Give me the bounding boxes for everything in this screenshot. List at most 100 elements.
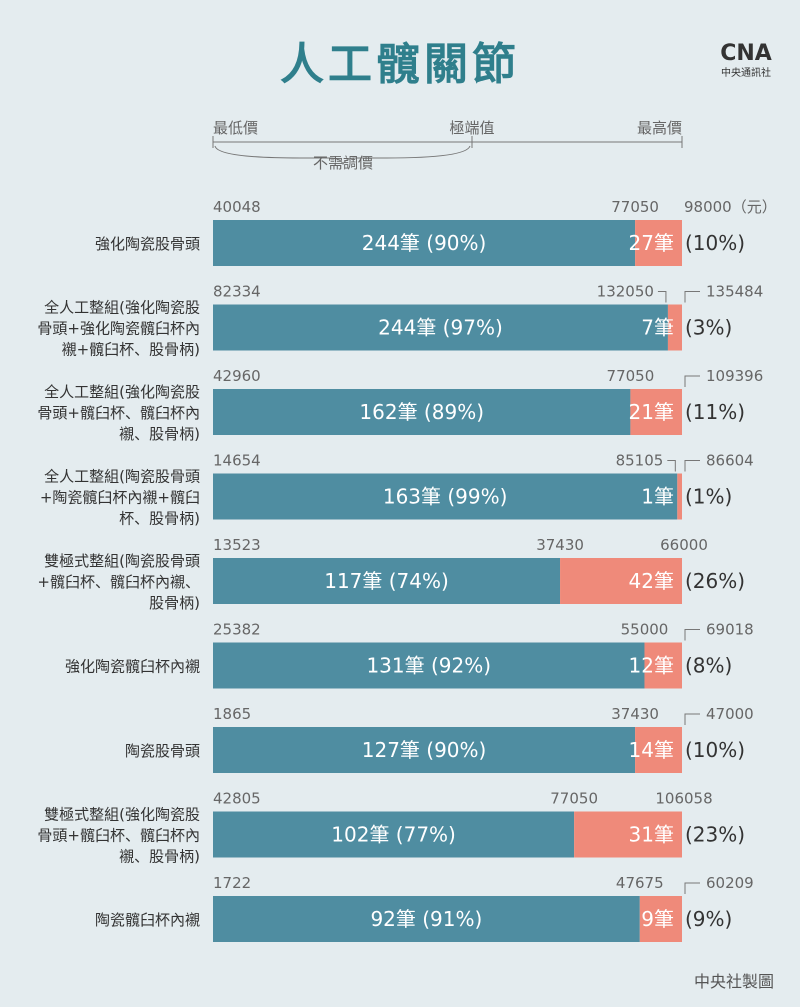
logo-text: 中央通訊社 [721,66,771,79]
bar-extreme [635,727,682,773]
price-max-pointer [684,460,700,472]
price-max: 69018 [706,621,754,639]
price-extreme-pointer [667,460,676,472]
credit: 中央社製圖 [693,972,774,991]
price-min: 1865 [213,705,251,723]
bar-extreme [677,473,682,520]
price-extreme: 85105 [616,452,664,470]
price-max-pointer [684,291,700,303]
bar-label-no-adjust: 131筆 (92%) [366,654,491,678]
bar-label-extreme: 1筆 [641,485,674,509]
category-label: 襯、股骨柄) [119,425,200,443]
bar-label-extreme: 7筆 [641,316,674,340]
category-label: 骨頭+髖臼杯、髖臼杯內 [37,404,200,422]
category-label: 全人工整組(陶瓷股骨頭 [44,468,200,486]
bar-label-no-adjust: 244筆 (90%) [362,231,487,255]
price-min: 13523 [213,536,261,554]
bar-label-extreme-pct: (23%) [685,823,745,847]
logo-mark: CNA [720,41,772,66]
category-label: 陶瓷股骨頭 [125,742,200,760]
price-max: 47000 [706,705,754,723]
category-label: 陶瓷髖臼杯內襯 [95,911,200,929]
category-label: 雙極式整組(強化陶瓷股 [44,806,200,824]
bar-label-no-adjust: 117筆 (74%) [324,569,449,593]
legend-brace [214,145,471,166]
bar-label-no-adjust: 162筆 (89%) [359,400,484,424]
price-extreme: 37430 [536,536,584,554]
bar-extreme [560,558,682,604]
category-label: +陶瓷髖臼杯內襯+髖臼 [40,489,200,507]
price-extreme: 77050 [611,198,659,216]
price-max: 109396 [706,367,763,385]
price-min: 40048 [213,198,261,216]
bar-label-extreme-pct: (9%) [685,907,732,931]
price-max-pointer [684,375,700,387]
price-max-pointer [684,629,700,641]
category-label: 襯、股骨柄) [119,848,200,866]
price-min: 42805 [213,790,261,808]
bar-extreme [635,220,682,266]
price-max-pointer [684,713,700,725]
bar-label-extreme-pct: (1%) [685,485,732,509]
bar-label-extreme: 21筆 [629,400,674,424]
category-label: 強化陶瓷髖臼杯內襯 [65,658,200,676]
bar-label-extreme-pct: (26%) [685,569,745,593]
price-extreme: 55000 [621,621,669,639]
price-max: 86604 [706,452,754,470]
price-max: 106058 [655,790,712,808]
bar-extreme [630,389,682,435]
bar-no-adjust [213,304,668,351]
bar-no-adjust [213,389,631,435]
category-label: 強化陶瓷股骨頭 [95,235,200,253]
bar-no-adjust [213,642,645,689]
bar-no-adjust [213,473,678,520]
bar-no-adjust [213,896,640,942]
bar-extreme [644,642,682,689]
bar-extreme [639,896,682,942]
bar-no-adjust [213,727,636,773]
bar-label-no-adjust: 102筆 (77%) [331,823,456,847]
price-min: 14654 [213,452,261,470]
category-label: 骨頭+強化陶瓷髖臼杯內 [37,320,200,338]
price-extreme: 77050 [607,367,655,385]
price-extreme: 37430 [611,705,659,723]
bar-label-extreme-pct: (3%) [685,316,732,340]
bar-extreme [667,304,682,351]
price-max: 66000 [660,536,708,554]
chart-title: 人工髖關節 [280,39,520,90]
category-label: 全人工整組(強化陶瓷股 [44,299,200,317]
bar-extreme [574,811,682,858]
bar-label-extreme: 31筆 [629,823,674,847]
legend-max-label: 最高價 [637,119,682,137]
price-extreme: 47675 [616,874,664,892]
price-min: 25382 [213,621,261,639]
bar-label-extreme: 14筆 [629,738,674,762]
category-label: 襯+髖臼杯、股骨柄) [62,341,200,359]
category-label: 股骨柄) [149,594,200,612]
legend-min-label: 最低價 [213,119,258,137]
legend-no-adjust-label: 不需調價 [313,154,373,172]
bar-label-no-adjust: 92筆 (91%) [370,907,482,931]
price-max: 98000（元） [684,198,777,216]
bar-no-adjust [213,220,636,266]
bar-label-no-adjust: 163筆 (99%) [383,485,508,509]
bar-no-adjust [213,558,561,604]
bar-label-extreme-pct: (10%) [685,738,745,762]
price-extreme-pointer [657,291,667,303]
bar-label-extreme: 12筆 [629,654,674,678]
price-max: 135484 [706,283,763,301]
price-min: 42960 [213,367,261,385]
cna-logo: CNA 中央通訊社 [720,41,772,79]
bar-label-extreme: 42筆 [629,569,674,593]
category-label: +髖臼杯、髖臼杯內襯、 [37,573,200,591]
category-label: 骨頭+髖臼杯、髖臼杯內 [37,827,200,845]
price-min: 1722 [213,874,251,892]
bar-label-no-adjust: 127筆 (90%) [362,738,487,762]
price-max: 60209 [706,874,754,892]
bar-label-extreme-pct: (8%) [685,654,732,678]
price-extreme: 77050 [550,790,598,808]
bar-label-extreme: 9筆 [641,907,674,931]
bar-no-adjust [213,811,575,858]
price-max-pointer [684,882,700,894]
